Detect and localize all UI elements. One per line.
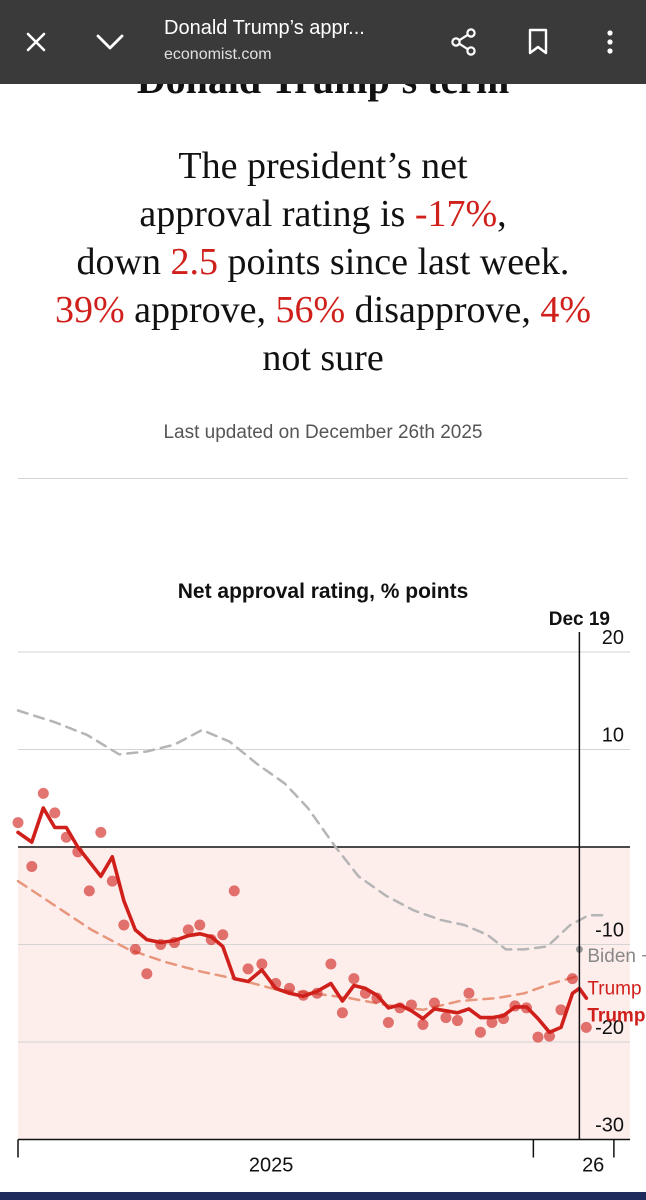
weekly-change-value: 2.5 — [170, 241, 219, 283]
poll-point — [194, 919, 206, 931]
poll-point — [217, 929, 229, 941]
poll-point — [463, 987, 475, 999]
y-tick-label: -20 — [595, 1017, 624, 1039]
poll-point — [336, 1007, 348, 1019]
bottom-band — [0, 1192, 646, 1200]
headline-text: , — [497, 193, 507, 235]
headline-text: approve, — [124, 289, 276, 331]
close-icon[interactable] — [12, 18, 60, 66]
series-line-biden — [16, 709, 609, 951]
poll-point — [428, 997, 440, 1009]
share-icon[interactable] — [440, 18, 488, 66]
last-updated: Last updated on December 26th 2025 — [163, 422, 483, 443]
x-tick-label: 2025 — [249, 1155, 294, 1177]
marker-label: Dec 19 — [549, 609, 610, 630]
headline-text: approval rating is — [139, 193, 415, 235]
y-tick-label: 20 — [602, 627, 624, 649]
poll-point — [348, 973, 360, 985]
poll-point — [451, 1015, 463, 1027]
article-content: Donald Trump’s term The president’s net … — [0, 84, 646, 1200]
poll-point — [242, 963, 254, 975]
headline: The president’s net approval rating is -… — [20, 142, 626, 382]
headline-text: down — [76, 241, 171, 283]
approval-chart: 20 10 -10 -20 -30 2025 26 Dec 19 Biden −10% Trump… — [12, 609, 646, 1177]
headline-text: points since last week. — [218, 241, 570, 283]
browser-toolbar: Donald Trump’s appr... economist.com — [0, 0, 646, 84]
poll-point — [555, 1004, 567, 1016]
poll-point — [440, 1012, 452, 1024]
poll-point — [141, 968, 153, 980]
poll-point — [106, 875, 118, 887]
poll-point — [256, 958, 268, 970]
series-line-trump-2nd — [16, 806, 589, 1035]
series-label-trump-1st: Trump 1st −14% — [587, 978, 646, 999]
series-label-biden: Biden −10% — [587, 946, 646, 967]
negative-shade — [18, 847, 630, 1140]
headline-line: not sure — [262, 337, 384, 379]
page-title: Donald Trump’s appr... — [164, 17, 365, 39]
headline-line: approval rating is -17%, — [20, 190, 626, 238]
poll-point — [543, 1030, 555, 1042]
not-sure-value: 4% — [540, 289, 592, 331]
more-vert-icon[interactable] — [586, 18, 634, 66]
bookmark-icon[interactable] — [514, 18, 562, 66]
poll-point — [382, 1017, 394, 1028]
poll-point — [580, 1021, 592, 1033]
poll-point — [532, 1031, 544, 1043]
poll-point — [486, 1017, 498, 1028]
divider — [18, 478, 628, 479]
disapprove-value: 56% — [275, 289, 346, 331]
poll-point — [12, 817, 24, 829]
poll-point — [95, 826, 107, 838]
headline-text: disapprove, — [345, 289, 541, 331]
headline-line: The president’s net — [178, 145, 468, 187]
poll-point — [83, 885, 95, 897]
poll-point — [26, 861, 38, 872]
headline-line: 39% approve, 56% disapprove, 4% — [20, 286, 626, 334]
y-tick-label: 10 — [602, 725, 624, 747]
poll-point — [49, 807, 61, 819]
poll-point — [182, 924, 194, 936]
section-heading: Donald Trump’s term — [0, 84, 646, 103]
y-tick-label: -10 — [595, 920, 624, 942]
y-tick-label: -30 — [595, 1115, 624, 1137]
poll-point — [417, 1018, 429, 1030]
chevron-down-icon[interactable] — [86, 18, 134, 66]
x-tick-label: 26 — [582, 1155, 604, 1177]
series-line-trump-1st — [16, 879, 581, 1012]
poll-point — [325, 958, 337, 970]
page-url: economist.com — [164, 46, 272, 63]
headline-line: down 2.5 points since last week. — [20, 238, 626, 286]
poll-point — [228, 885, 240, 897]
net-approval-value: -17% — [414, 193, 498, 235]
poll-point — [474, 1026, 486, 1038]
chart-title: Net approval rating, % points — [177, 580, 469, 603]
poll-point — [118, 919, 130, 931]
browser-title-area[interactable]: Donald Trump’s appr... economist.com — [164, 14, 434, 66]
poll-point — [566, 973, 578, 985]
poll-point — [37, 787, 49, 799]
series-label-trump-2nd: Trump 2nd −16% — [587, 1006, 646, 1027]
poll-point — [129, 943, 141, 955]
approve-value: 39% — [54, 289, 125, 331]
